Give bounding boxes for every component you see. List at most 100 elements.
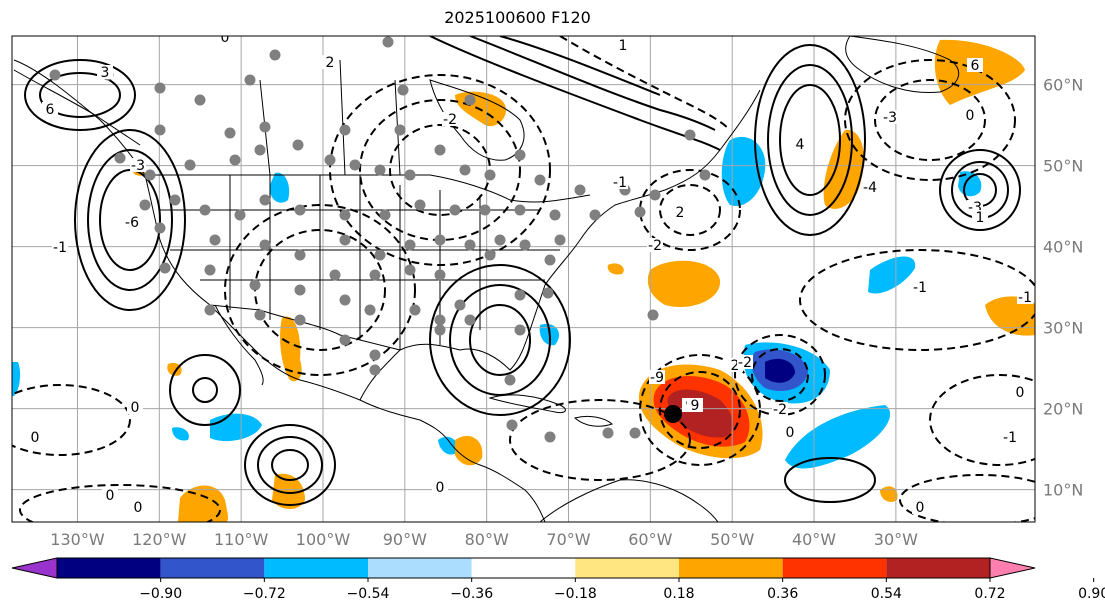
colorbar-segment	[782, 558, 887, 578]
colorbar-segment	[575, 558, 679, 578]
station-dot	[464, 239, 476, 251]
station-dot	[514, 289, 526, 301]
cuba	[488, 394, 566, 413]
baja-california	[214, 304, 264, 386]
station-dot	[374, 164, 386, 176]
colorbar-segment	[471, 558, 576, 578]
station-dot	[449, 204, 461, 216]
colorbar-tick-label: −0.72	[243, 586, 286, 602]
contour-positive	[429, 264, 571, 416]
station-dot	[324, 154, 336, 166]
station-dot	[544, 254, 556, 266]
contour-label-bg	[972, 210, 988, 224]
colorbar-tick-label: 0.18	[663, 586, 694, 602]
station-dot	[154, 222, 166, 234]
station-dot	[434, 234, 446, 246]
colorbar-tick-label: 0.72	[974, 586, 1005, 602]
contour-positive	[429, 36, 721, 151]
contour-positive	[449, 284, 551, 396]
station-dot	[169, 194, 181, 206]
longitude-label: 70°W	[546, 530, 590, 549]
longitude-label: 30°W	[874, 530, 918, 549]
station-dot	[514, 204, 526, 216]
contour-label-bg	[882, 110, 898, 124]
contour-label-bg	[27, 430, 43, 444]
contour-label-bg	[1012, 385, 1028, 399]
station-dot	[294, 284, 306, 296]
contour-negative	[224, 204, 416, 376]
contour-negative	[929, 374, 1035, 466]
contour-label-bg	[432, 480, 448, 494]
positive-anomaly-blob	[823, 129, 865, 209]
contour-positive	[169, 354, 241, 426]
contour-label-bg	[217, 36, 233, 44]
contour-label: 0	[1016, 385, 1025, 401]
contour-label: 0	[106, 488, 115, 504]
contour-label: 0	[221, 30, 230, 46]
contour-negative	[559, 36, 731, 131]
station-dot	[574, 184, 586, 196]
station-dot	[434, 324, 446, 336]
contour-positive	[74, 129, 186, 311]
station-dot	[204, 304, 216, 316]
colorbar-frame	[56, 557, 991, 579]
contour-positive	[779, 84, 841, 196]
station-dot	[269, 49, 281, 61]
contour-label: 0	[966, 108, 975, 124]
contour-label: 6	[971, 58, 980, 74]
positive-anomaly-blob	[272, 473, 305, 509]
station-dot	[254, 309, 266, 321]
contour-label: -3	[883, 110, 897, 126]
colorbar-tick-label: −0.18	[554, 586, 597, 602]
east-coast	[544, 89, 761, 286]
station-dot	[647, 309, 659, 321]
contour-label: 1	[976, 210, 985, 226]
contour-negative	[899, 474, 1035, 522]
station-dot	[514, 324, 526, 336]
station-dot	[199, 204, 211, 216]
positive-anomaly-blob	[607, 263, 624, 275]
contour-label-bg	[737, 355, 753, 369]
station-dot	[484, 249, 496, 261]
station-dot	[554, 234, 566, 246]
contour-positive	[754, 44, 866, 236]
contour-label: -3	[131, 158, 145, 174]
longitude-label: 60°W	[628, 530, 672, 549]
contour-negative	[844, 59, 1016, 181]
station-dot	[234, 209, 246, 221]
station-dot	[292, 139, 304, 151]
contour-label: -2	[648, 238, 662, 254]
positive-anomaly-blob	[280, 316, 302, 382]
station-dot	[409, 304, 421, 316]
station-dot	[544, 431, 556, 443]
station-dot	[602, 427, 614, 439]
contour-negative	[509, 399, 691, 481]
contour-negative	[659, 184, 721, 236]
contour-label-bg	[130, 500, 146, 514]
colorbar: −0.90 −0.72 −0.54 −0.36 −0.18 0.18 0.36 0.54 0.7…	[11, 557, 1105, 602]
contour-label: 9	[691, 398, 700, 414]
station-dot	[589, 209, 601, 221]
tropical-cyclone-marker	[664, 405, 682, 423]
contour-label-bg	[1017, 290, 1033, 304]
station-dot	[369, 349, 381, 361]
contour-negative	[799, 249, 1035, 351]
contour-positive	[257, 436, 323, 494]
longitude-label: 120°W	[132, 530, 187, 549]
contour-positive	[192, 377, 218, 403]
contour-label: 2	[676, 205, 685, 221]
negative-anomaly-blob	[12, 362, 21, 396]
map-title: 2025100600 F120	[444, 8, 591, 27]
station-dot	[479, 204, 491, 216]
us-mexico-border	[209, 304, 401, 351]
colorbar-tick-label: −0.36	[450, 586, 493, 602]
station-dot	[254, 144, 266, 156]
negative-anomaly-blob	[868, 256, 916, 294]
contour-negative	[874, 79, 986, 161]
contour-label-bg	[612, 175, 628, 189]
station-dot	[414, 199, 426, 211]
negative-anomaly-blob	[210, 413, 262, 442]
colorbar-high-extend	[989, 557, 1036, 579]
contour-label: 3	[101, 65, 110, 81]
